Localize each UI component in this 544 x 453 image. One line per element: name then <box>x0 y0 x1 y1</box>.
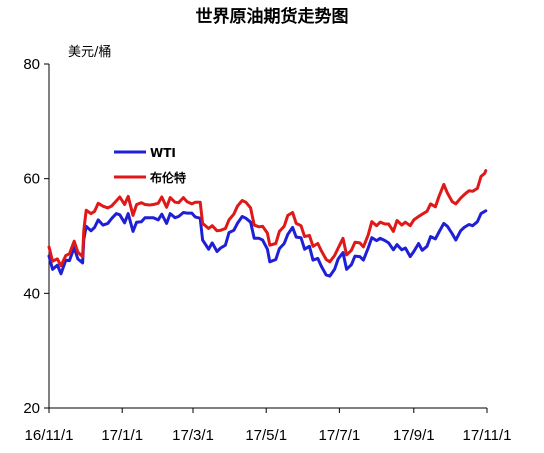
legend-label: 布伦特 <box>150 170 186 185</box>
x-tick-label: 17/7/1 <box>319 427 361 444</box>
legend-label: WTI <box>150 146 176 160</box>
y-unit-label: 美元/桶 <box>68 45 111 60</box>
x-tick-label: 17/9/1 <box>393 427 435 444</box>
x-tick-label: 16/11/1 <box>25 427 74 444</box>
chart-title: 世界原油期货走势图 <box>196 6 349 27</box>
x-tick-label: 17/1/1 <box>101 427 143 444</box>
y-tick-label: 40 <box>23 285 40 302</box>
y-tick-label: 60 <box>23 171 40 188</box>
axes: 20 40 60 80 16/11/1 17/1/1 17/3/1 17/5/1 17/7/1 1… <box>23 56 511 444</box>
x-tick-label: 17/5/1 <box>245 427 287 444</box>
series-line-wti <box>47 209 488 278</box>
legend: WTI 布伦特 <box>114 146 186 185</box>
x-tick-label: 17/11/1 <box>463 427 512 444</box>
series-layer <box>47 169 488 278</box>
x-tick-label: 17/3/1 <box>172 427 214 444</box>
y-tick-label: 20 <box>23 400 40 417</box>
y-tick-label: 80 <box>23 56 40 73</box>
series-line-brent <box>47 169 488 268</box>
